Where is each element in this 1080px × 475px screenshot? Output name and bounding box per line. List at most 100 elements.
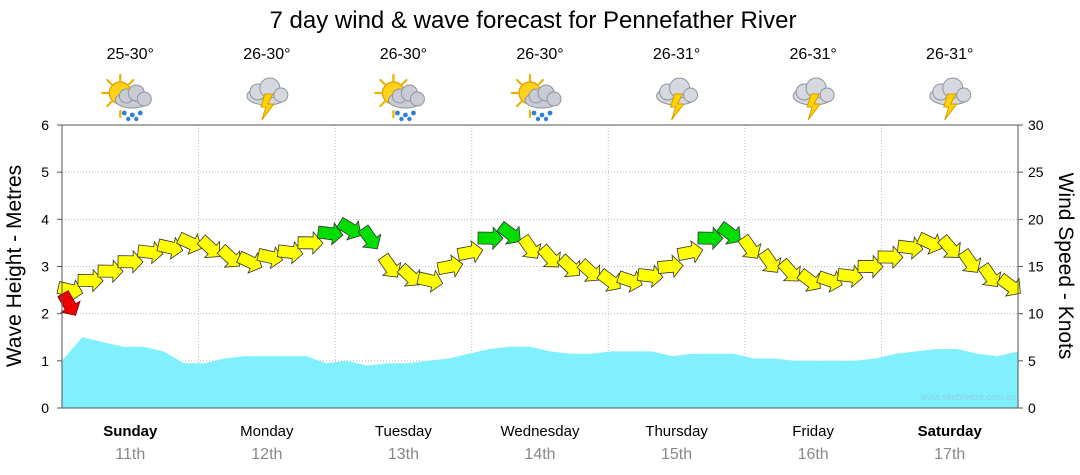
- day-name: Saturday: [918, 423, 983, 440]
- wind-arrow: [937, 234, 961, 258]
- day-date: 11th: [115, 446, 145, 463]
- wind-arrow: [757, 247, 782, 273]
- day-labels: Sunday 11th Monday 12th Tuesday 13th Wednesday…: [103, 423, 982, 463]
- wind-arrow: [416, 269, 444, 293]
- wind-arrow: [916, 231, 943, 255]
- wind-arrow: [477, 226, 504, 251]
- day-name: Monday: [240, 423, 294, 440]
- day-date: 12th: [251, 446, 282, 463]
- right-tick-label: 0: [1028, 400, 1036, 416]
- left-tick-label: 1: [41, 353, 49, 369]
- wind-arrow: [636, 264, 664, 289]
- day-name: Wednesday: [501, 423, 580, 440]
- wind-arrows: [56, 216, 1021, 316]
- wind-arrow: [857, 254, 884, 279]
- wind-arrow: [336, 216, 362, 241]
- day-date: 13th: [388, 446, 419, 463]
- right-tick-label: 20: [1028, 211, 1044, 227]
- wind-arrow: [777, 257, 801, 282]
- wind-arrow: [97, 259, 124, 284]
- day-date: 15th: [661, 446, 692, 463]
- wind-arrow: [136, 240, 164, 265]
- wind-arrow: [436, 254, 464, 278]
- wind-arrow: [357, 224, 382, 250]
- right-tick-label: 25: [1028, 164, 1044, 180]
- day-name: Sunday: [103, 423, 158, 440]
- wind-arrow: [297, 230, 324, 255]
- sun-cloud-rain-icon: [374, 73, 426, 122]
- wind-arrow: [396, 262, 421, 287]
- wind-arrow: [996, 272, 1021, 297]
- wind-arrow: [877, 245, 904, 270]
- left-tick-label: 5: [41, 164, 49, 180]
- wind-arrow: [176, 231, 203, 255]
- wind-arrow: [456, 239, 484, 264]
- weather-icon-row: [101, 73, 972, 122]
- day-date: 14th: [524, 446, 555, 463]
- wind-arrow: [676, 239, 704, 264]
- wind-arrow: [596, 268, 621, 292]
- wind-arrow: [517, 233, 542, 259]
- wind-arrow: [77, 268, 104, 293]
- sun-cloud-rain-icon: [510, 73, 563, 122]
- wind-arrow: [196, 234, 221, 259]
- right-tick-label: 5: [1028, 353, 1036, 369]
- cloud-storm-icon: [656, 77, 699, 121]
- wind-arrow: [816, 270, 843, 293]
- right-axis-label: Wind Speed - Knots: [1054, 173, 1077, 360]
- wind-arrow: [576, 258, 601, 282]
- wind-arrow: [796, 268, 821, 292]
- day-name: Tuesday: [375, 423, 432, 440]
- wind-arrow: [616, 270, 643, 293]
- left-tick-label: 3: [41, 259, 49, 275]
- wind-arrow: [496, 220, 521, 245]
- chart-title: 7 day wind & wave forecast for Pennefath…: [270, 7, 797, 34]
- wind-arrow: [737, 233, 762, 259]
- left-tick-label: 0: [41, 400, 49, 416]
- wind-arrow: [657, 254, 684, 279]
- wind-arrow: [537, 243, 561, 268]
- day-date: 16th: [798, 446, 829, 463]
- wind-arrow-strong: [57, 290, 81, 316]
- wave-height-area: [62, 337, 1018, 408]
- wind-arrow: [156, 236, 184, 260]
- left-axis-ticks: 0 1 2 3 4 5 6: [41, 117, 62, 416]
- cloud-storm-icon: [246, 77, 289, 121]
- temperature-range: 26-30°: [516, 46, 563, 63]
- right-axis-ticks: 0 5 10 15 20 25 30: [1018, 117, 1044, 416]
- wind-arrow: [836, 264, 864, 289]
- wind-arrow: [276, 240, 304, 265]
- right-tick-label: 30: [1028, 117, 1044, 133]
- temperature-range: 25-30°: [107, 46, 154, 63]
- right-tick-label: 10: [1028, 306, 1044, 322]
- right-tick-label: 15: [1028, 259, 1044, 275]
- wind-arrow: [56, 278, 84, 303]
- wind-arrow: [316, 221, 344, 246]
- wind-arrow: [957, 247, 982, 273]
- wind-arrow: [236, 250, 263, 274]
- wind-arrow: [977, 262, 1002, 287]
- temperature-range: 26-30°: [380, 46, 427, 63]
- wind-arrow: [556, 253, 581, 278]
- wind-arrow: [117, 249, 144, 274]
- credit-text: www.seabreeze.com.au: [919, 392, 1016, 402]
- sun-cloud-rain-icon: [101, 73, 153, 122]
- day-name: Thursday: [645, 423, 708, 440]
- left-axis-label: Wave Height - Metres: [3, 165, 26, 367]
- day-date: 17th: [934, 446, 965, 463]
- cloud-storm-icon: [792, 77, 835, 121]
- temperature-range: 26-31°: [653, 46, 700, 63]
- wind-arrow: [716, 220, 741, 245]
- temperature-range: 26-31°: [789, 46, 836, 63]
- temperature-row: 25-30° 26-30° 26-30° 26-30° 26-31° 26-31° 26-3…: [107, 46, 974, 63]
- left-tick-label: 6: [41, 117, 49, 133]
- wind-arrow: [697, 226, 724, 251]
- temperature-range: 26-30°: [243, 46, 290, 63]
- temperature-range: 26-31°: [926, 46, 973, 63]
- day-name: Friday: [792, 423, 834, 440]
- wind-arrow: [256, 245, 284, 270]
- left-tick-label: 2: [41, 306, 49, 322]
- left-tick-label: 4: [41, 211, 49, 227]
- wind-arrow: [377, 252, 402, 278]
